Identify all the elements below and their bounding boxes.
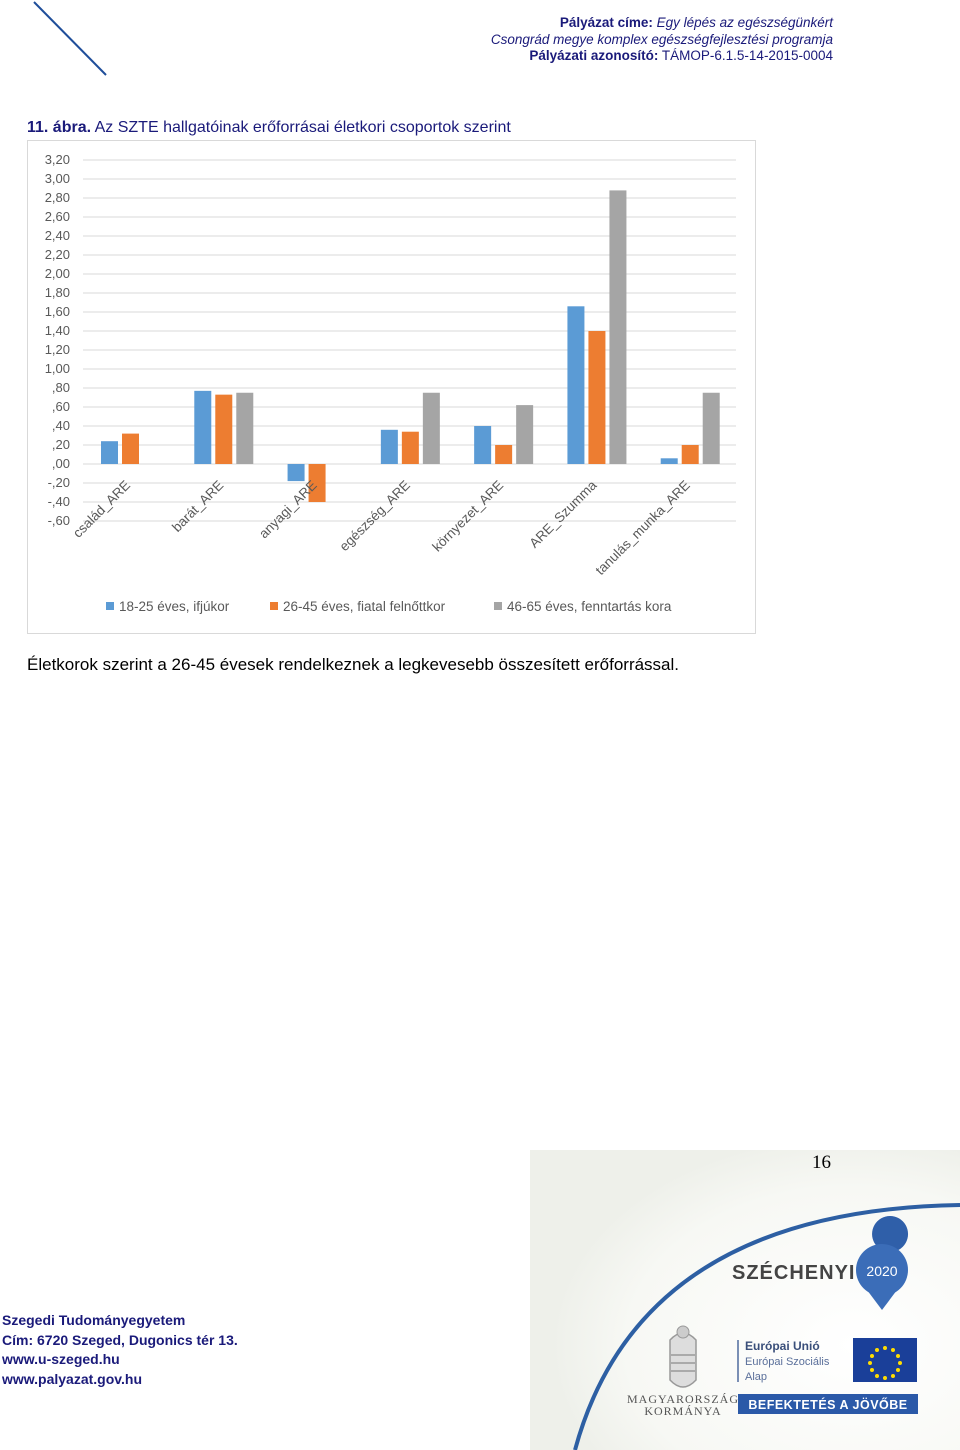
legend-label: 46-65 éves, fenntartás kora [507,599,672,614]
y-tick-label: ,00 [52,456,70,471]
header-id-label: Pályázati azonosító: [529,48,659,63]
eu-flag-icon [853,1338,917,1382]
logo-2020: 2020 [866,1263,897,1279]
header-title-label: Pályázat címe: [559,15,653,30]
header-title-line: Pályázat címe: Egy lépés az egészségünké… [491,15,833,32]
address-line: www.u-szeged.hu [2,1351,120,1367]
invest-banner [738,1394,918,1414]
y-tick-label: 1,80 [45,285,70,300]
legend-swatch [494,602,502,610]
szechenyi-logo: SZÉCHENYI 2020 [732,1216,909,1310]
y-tick-label: -,40 [48,494,70,509]
bar [567,306,585,464]
bar [287,464,305,482]
y-tick-label: ,60 [52,399,70,414]
footer-logo-area: SZÉCHENYI 2020 MAGYARORSZÁG KORMÁNYA Eur… [530,1150,960,1450]
y-tick-label: 1,40 [45,323,70,338]
eu-label-line3: Alap [745,1371,767,1383]
decorative-corner-line [33,1,107,76]
bar [588,331,606,464]
y-tick-label: 2,80 [45,190,70,205]
y-tick-label: ,40 [52,418,70,433]
bar-chart: 3,20 3,00 2,80 2,60 2,40 2,20 2,00 1,80 1,60 1,40… [45,152,736,614]
y-tick-label: ,80 [52,380,70,395]
eu-label-line2: Európai Szociális [745,1356,830,1368]
invest-banner-text: BEFEKTETÉS A JÖVŐBE [748,1397,907,1412]
y-tick-label: 2,60 [45,209,70,224]
y-tick-label: 1,20 [45,342,70,357]
eu-label-line1: Európai Unió [745,1339,820,1353]
x-tick-label: család_ARE [70,478,133,541]
legend-swatch [270,602,278,610]
bar [101,441,118,464]
bar [474,426,492,464]
bar [516,405,534,464]
y-tick-label: -,60 [48,513,70,528]
footer-arc [573,1203,960,1450]
header-subtitle: Csongrád megye komplex egészségfejleszté… [490,31,833,47]
x-tick-label: anyagi_ARE [256,478,320,542]
x-tick-label: környezet_ARE [429,478,506,555]
bar [401,431,419,464]
page-number: 16 [812,1152,831,1173]
chart-container: 3,20 3,00 2,80 2,60 2,40 2,20 2,00 1,80 1,60 1,40… [27,140,756,634]
figure-number: 11. ábra. [27,119,92,136]
header-title-value: Egy lépés az egészségünkért [656,15,833,30]
figure-caption: 11. ábra. Az SZTE hallgatóinak erőforrás… [27,119,511,137]
legend-swatch [106,602,114,610]
szechenyi-wordmark: SZÉCHENYI [732,1261,855,1284]
y-tick-label: 2,20 [45,247,70,262]
address-line: Szegedi Tudományegyetem [2,1312,186,1328]
bar [236,392,254,464]
y-tick-label: 3,00 [45,171,70,186]
bar [660,458,678,464]
x-tick-label: tanulás_munka_ARE [593,478,693,578]
gov-label-line1: MAGYARORSZÁG [627,1392,739,1406]
bar [681,445,699,464]
y-tick-label: 3,20 [45,152,70,167]
legend-label: 18-25 éves, ifjúkor [119,599,230,614]
bar [215,394,233,464]
legend-label: 26-45 éves, fiatal felnőttkor [283,599,446,614]
y-tick-label: 2,40 [45,228,70,243]
x-tick-label: ARE_Szumma [526,477,600,551]
x-tick-label: barát_ARE [169,478,226,535]
body-paragraph: Életkorok szerint a 26-45 évesek rendelk… [27,655,680,674]
bar [194,390,212,464]
bar [609,190,627,464]
bar [495,445,513,464]
bar [702,392,720,464]
bar [122,433,139,464]
bar [308,464,326,502]
address-line: Cím: 6720 Szeged, Dugonics tér 13. [2,1331,238,1348]
header-id-line: Pályázati azonosító: TÁMOP-6.1.5-14-2015… [491,48,833,65]
y-tick-label: 1,60 [45,304,70,319]
footer-address: Szegedi Tudományegyetem Cím: 6720 Szeged… [2,1311,238,1389]
bar [380,429,398,464]
header-id-value: TÁMOP-6.1.5-14-2015-0004 [661,48,833,63]
y-tick-label: -,20 [48,475,70,490]
y-tick-label: 2,00 [45,266,70,281]
bar [422,392,440,464]
y-tick-label: 1,00 [45,361,70,376]
page-header: Pályázat címe: Egy lépés az egészségünké… [491,15,833,65]
y-tick-label: ,20 [52,437,70,452]
address-line: www.palyazat.gov.hu [2,1370,143,1387]
hungarian-coat-of-arms-icon [669,1325,697,1388]
x-tick-label: egészség_ARE [337,478,413,554]
figure-title: Az SZTE hallgatóinak erőforrásai életkor… [94,119,511,136]
gov-label-line2: KORMÁNYA [644,1404,721,1418]
